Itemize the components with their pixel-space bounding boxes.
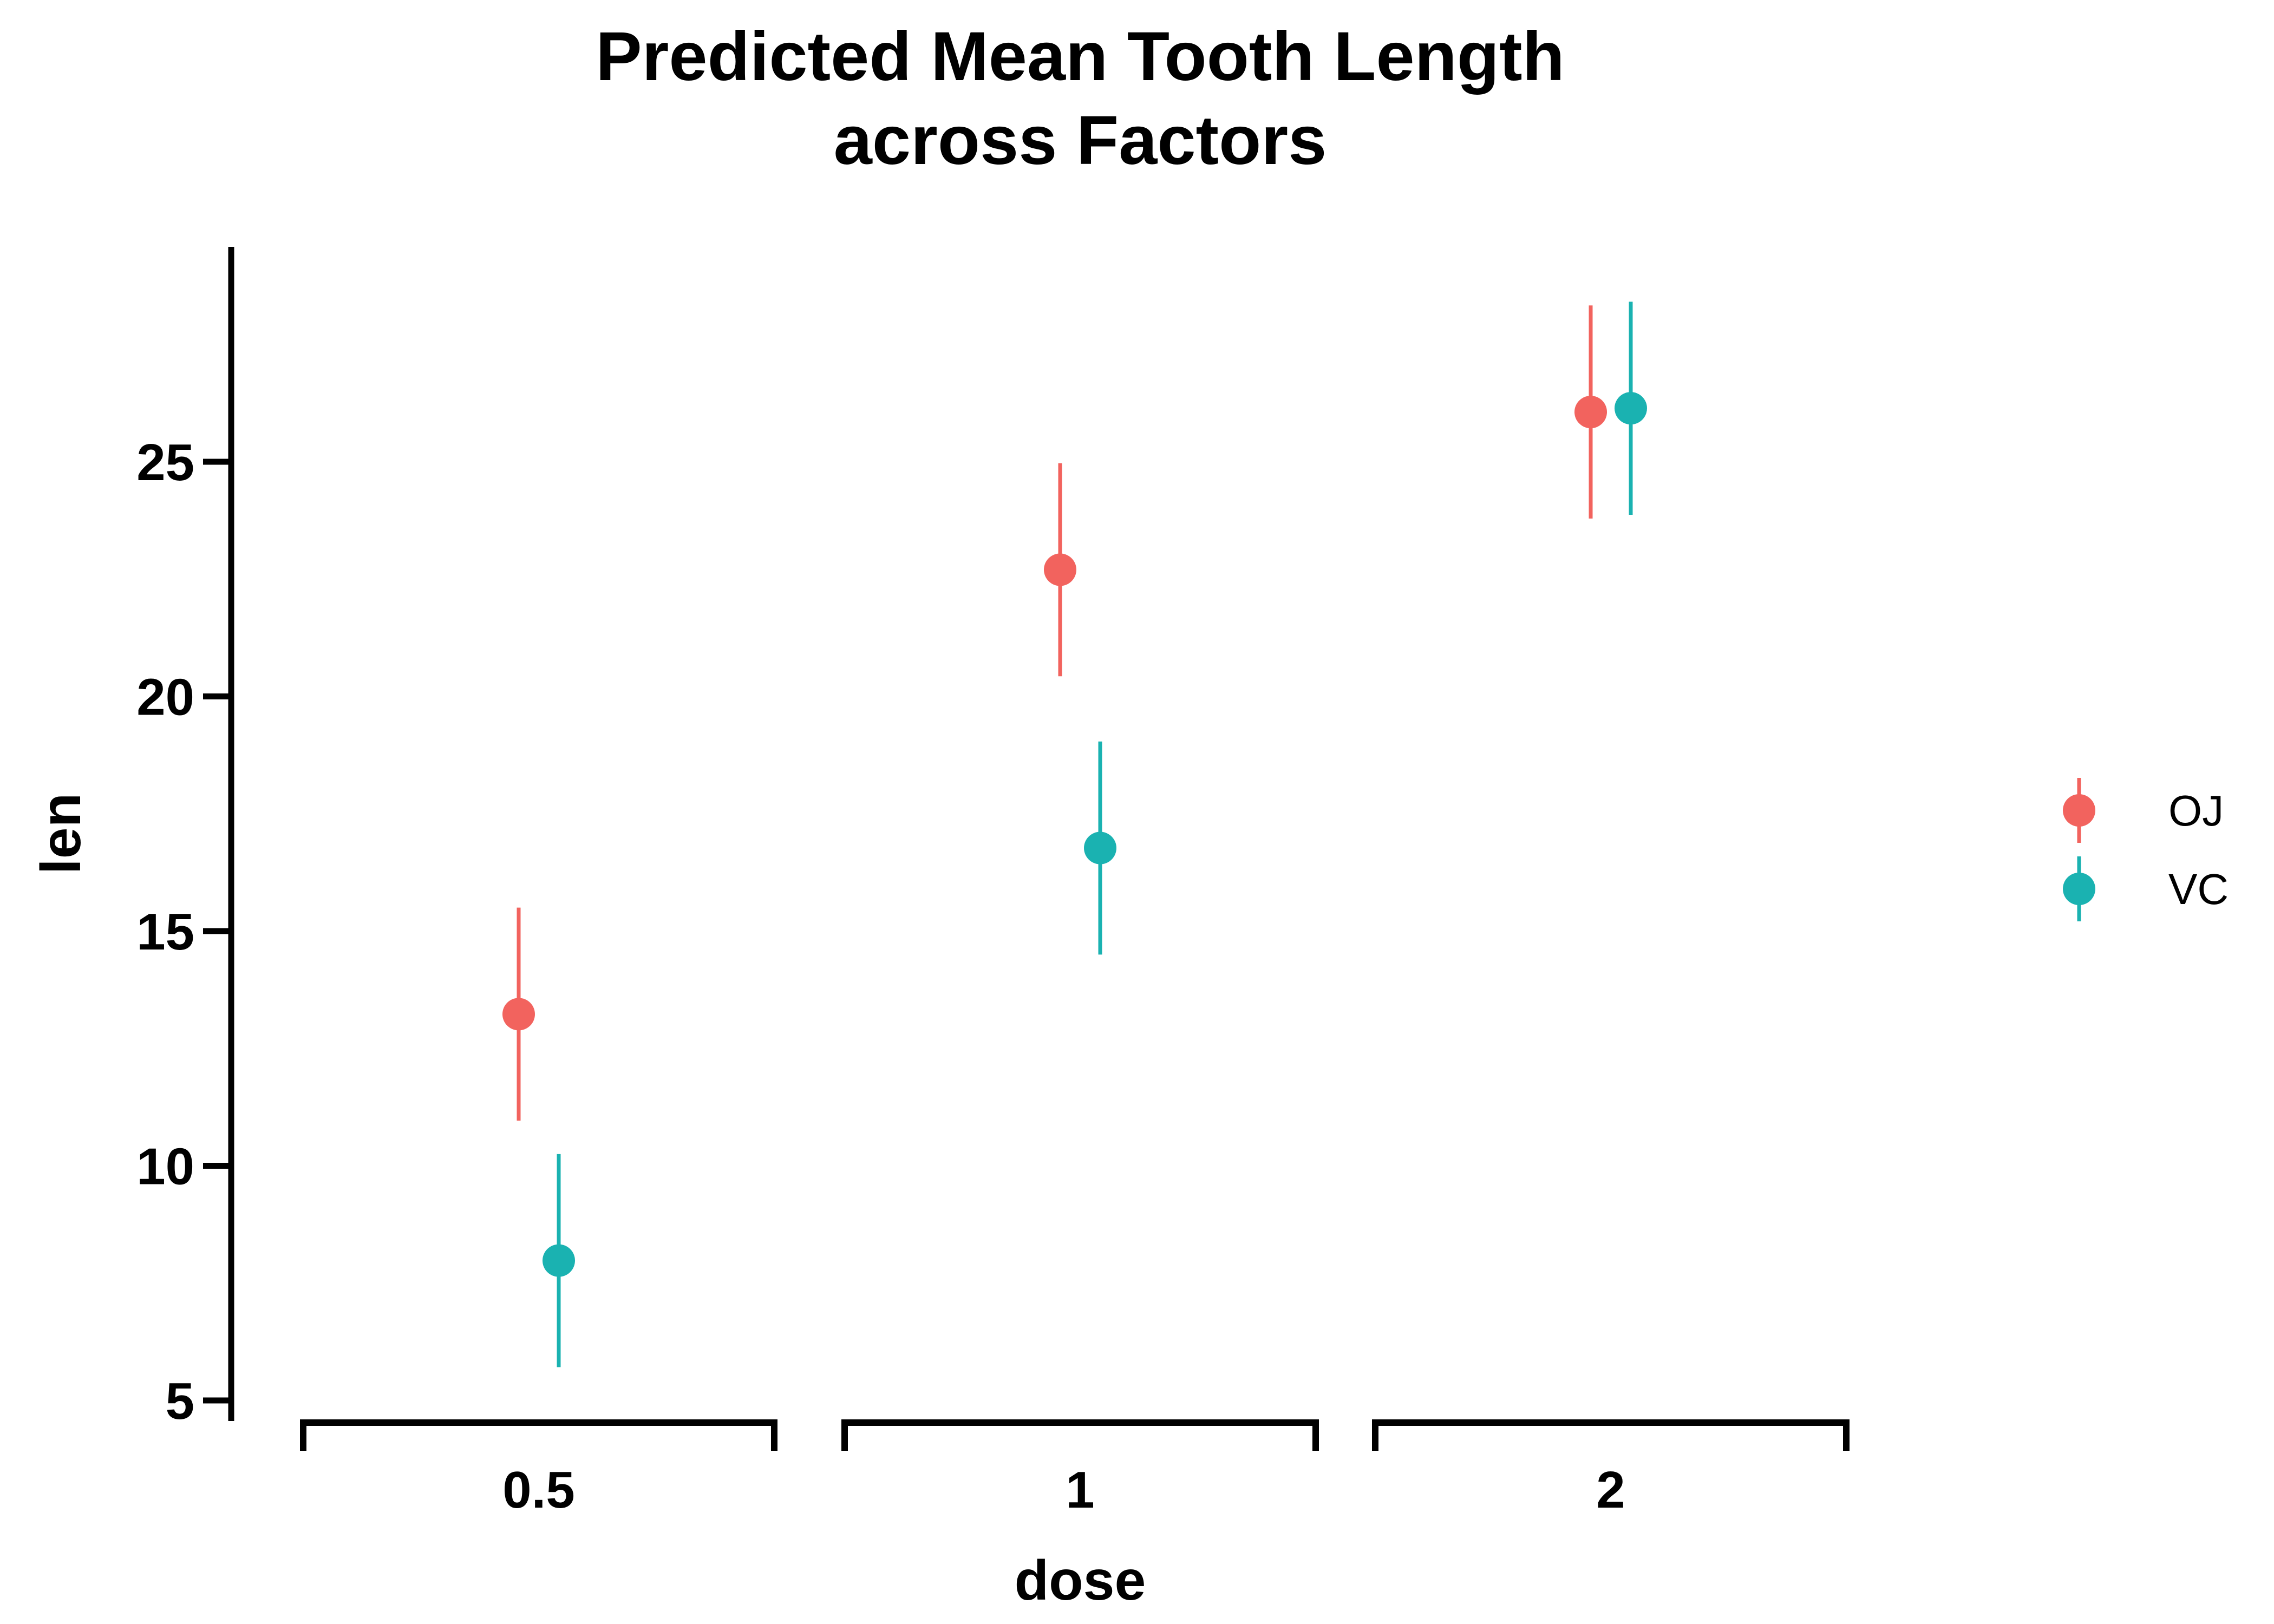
legend-key-point [2063, 794, 2095, 827]
point-group-OJ-2 [1574, 305, 1607, 519]
data-point [543, 1244, 575, 1277]
data-point [502, 998, 535, 1031]
y-tick-label: 10 [136, 1138, 194, 1196]
point-group-VC-0.5 [543, 1154, 575, 1367]
data-point [1615, 392, 1647, 425]
y-axis-title: len [30, 793, 93, 874]
legend-label: OJ [2168, 787, 2224, 835]
x-axis-brackets [300, 1419, 1850, 1451]
y-tick-label: 15 [136, 903, 194, 961]
data-point [1084, 831, 1116, 865]
x-tick-label: 1 [1066, 1461, 1094, 1519]
legend-item-VC: VC [2063, 856, 2229, 921]
chart-title-line-2: across Factors [834, 102, 1327, 179]
y-tick-label: 5 [166, 1372, 194, 1430]
x-tick-label: 0.5 [502, 1461, 574, 1519]
y-tick-label: 20 [136, 669, 194, 726]
x-axis-title: dose [1015, 1549, 1146, 1612]
point-group-VC-1 [1084, 741, 1116, 955]
y-axis-ticks: 5 10 15 20 25 [136, 434, 231, 1430]
chart-title-line-1: Predicted Mean Tooth Length [596, 18, 1565, 95]
point-group-OJ-0.5 [502, 907, 535, 1121]
x-bracket-0.5 [300, 1419, 777, 1451]
x-tick-label: 2 [1596, 1461, 1625, 1519]
legend: OJ VC [2063, 778, 2229, 921]
x-bracket-2 [1372, 1419, 1850, 1451]
data-point [1574, 396, 1607, 429]
x-bracket-1 [841, 1419, 1319, 1451]
legend-label: VC [2168, 865, 2229, 913]
legend-item-OJ: OJ [2063, 778, 2224, 843]
data-point [1044, 553, 1076, 586]
legend-key-point [2063, 873, 2095, 905]
y-tick-label: 25 [136, 434, 194, 492]
plot-marks [502, 302, 1647, 1367]
point-group-VC-2 [1615, 302, 1647, 515]
point-group-OJ-1 [1044, 463, 1076, 677]
x-axis-tick-labels: 0.5 1 2 [502, 1461, 1625, 1519]
